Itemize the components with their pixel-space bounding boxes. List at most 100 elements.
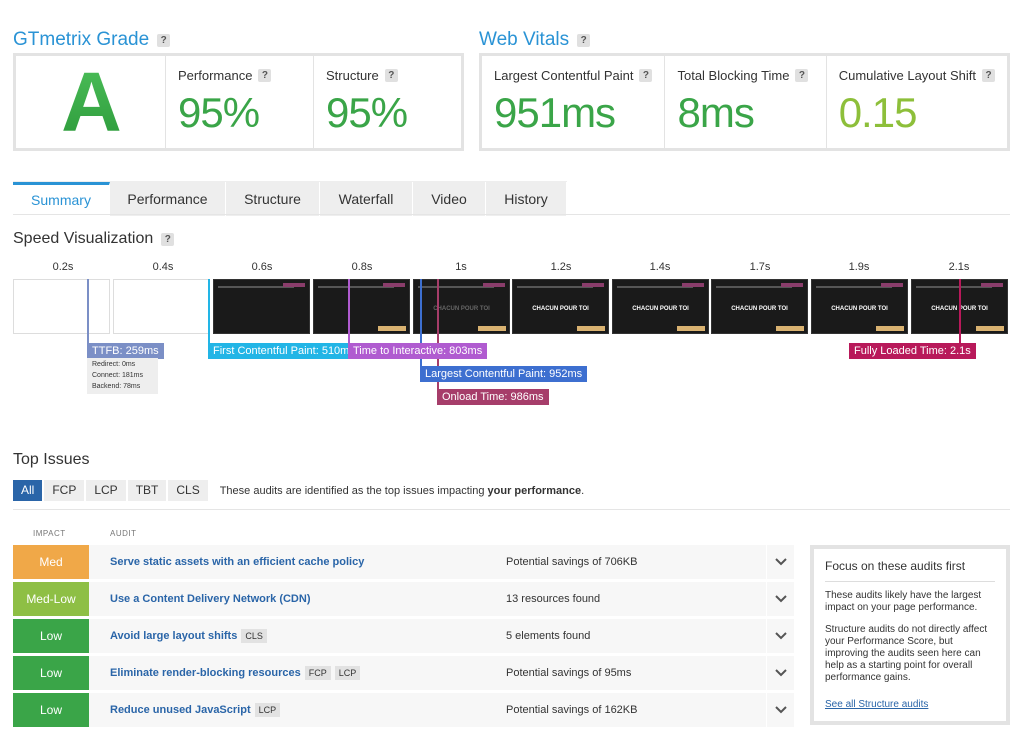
filmstrip-frame[interactable]: CHACUN POUR TOI <box>811 279 908 334</box>
filter-note-prefix: These audits are identified as the top i… <box>219 484 488 497</box>
frame-text: CHACUN POUR TOI <box>532 306 589 312</box>
tab-summary[interactable]: Summary <box>13 182 110 216</box>
help-icon[interactable]: ? <box>384 69 398 82</box>
ttfb-line <box>87 279 89 343</box>
issue-row[interactable]: Low Avoid large layout shifts CLS 5 element… <box>13 619 794 653</box>
frame-time: 0.8s <box>351 261 373 273</box>
expand-chevron-icon[interactable] <box>766 582 794 616</box>
see-all-structure-audits-link[interactable]: See all Structure audits <box>825 699 929 710</box>
filmstrip-frame[interactable] <box>113 279 210 334</box>
frame-time: 1.4s <box>649 261 671 273</box>
issue-row[interactable]: Low Reduce unused JavaScript LCP Potential … <box>13 693 794 727</box>
audit-title[interactable]: Avoid large layout shifts <box>110 630 238 642</box>
filter-tbt[interactable]: TBT <box>127 480 167 501</box>
expand-chevron-icon[interactable] <box>766 693 794 727</box>
metric-tag: LCP <box>334 666 361 680</box>
filmstrip-frame[interactable]: CHACUN POUR TOI <box>512 279 609 334</box>
impact-badge: Low <box>13 619 89 653</box>
filter-fcp[interactable]: FCP <box>44 480 85 501</box>
filter-all[interactable]: All <box>13 480 43 501</box>
filter-cls[interactable]: CLS <box>168 480 208 501</box>
audit-name[interactable]: Reduce unused JavaScript LCP <box>110 693 281 727</box>
metric-tag: LCP <box>254 703 281 717</box>
focus-panel: Focus on these audits first These audits… <box>810 545 1010 725</box>
frame-time: 0.6s <box>251 261 273 273</box>
metric-value: 0.15 <box>838 89 918 136</box>
metric-value: 95% <box>326 89 408 136</box>
gtmetrix-grade-title: GTmetrix Grade <box>13 29 150 50</box>
grade-box: A <box>16 56 166 148</box>
cls-metric: Cumulative Layout Shift? 0.15 <box>827 56 1007 148</box>
tbt-metric: Total Blocking Time? 8ms <box>665 56 827 148</box>
issue-row[interactable]: Med-Low Use a Content Delivery Network (C… <box>13 582 794 616</box>
frame-time: 0.2s <box>52 261 74 273</box>
impact-column-header: IMPACT <box>33 529 66 538</box>
tabs-divider <box>13 214 1010 215</box>
metric-tag: FCP <box>304 666 331 680</box>
filter-lcp[interactable]: LCP <box>86 480 126 501</box>
tab-waterfall[interactable]: Waterfall <box>320 182 413 216</box>
audit-result: 13 resources found <box>506 593 601 605</box>
audit-name[interactable]: Eliminate render-blocking resources FCP LC… <box>110 656 361 690</box>
audit-name[interactable]: Use a Content Delivery Network (CDN) <box>110 582 311 616</box>
impact-badge: Low <box>13 693 89 727</box>
structure-metric: Structure? 95% <box>314 56 461 148</box>
audit-title[interactable]: Reduce unused JavaScript <box>110 704 251 716</box>
issues-divider <box>13 509 1010 510</box>
metric-value: 95% <box>178 89 260 136</box>
fully-loaded-line <box>959 279 961 343</box>
filmstrip-frame[interactable] <box>213 279 310 334</box>
audit-result: 5 elements found <box>506 630 591 642</box>
frame-text: CHACUN POUR TOI <box>731 306 788 312</box>
help-icon[interactable]: ? <box>795 69 809 82</box>
gtmetrix-grade-heading: GTmetrix Grade ? <box>13 29 171 51</box>
audit-column-header: AUDIT <box>110 529 137 538</box>
lcp-line <box>420 279 422 367</box>
filmstrip-frame[interactable]: CHACUN POUR TOI <box>711 279 808 334</box>
filter-note: These audits are identified as the top i… <box>220 485 584 497</box>
tab-performance[interactable]: Performance <box>110 182 226 216</box>
help-icon[interactable]: ? <box>982 69 995 82</box>
filmstrip-frame[interactable] <box>313 279 410 334</box>
issue-row[interactable]: Med Serve static assets with an efficient… <box>13 545 794 579</box>
expand-chevron-icon[interactable] <box>766 545 794 579</box>
tab-structure[interactable]: Structure <box>226 182 320 216</box>
onload-line <box>437 279 439 389</box>
metric-tag: CLS <box>241 629 267 643</box>
audit-title[interactable]: Serve static assets with an efficient ca… <box>110 556 365 568</box>
issue-row[interactable]: Low Eliminate render-blocking resources FC… <box>13 656 794 690</box>
audit-title[interactable]: Use a Content Delivery Network (CDN) <box>110 593 311 605</box>
lcp-marker: Largest Contentful Paint: 952ms <box>420 366 588 382</box>
audit-name[interactable]: Serve static assets with an efficient ca… <box>110 545 364 579</box>
web-vitals-heading: Web Vitals ? <box>479 29 591 51</box>
frame-time: 2.1s <box>948 261 970 273</box>
fully-loaded-marker: Fully Loaded Time: 2.1s <box>849 343 976 359</box>
help-icon[interactable]: ? <box>161 232 175 246</box>
tab-history[interactable]: History <box>486 182 567 216</box>
filmstrip-frame[interactable]: CHACUN POUR TOI <box>413 279 510 334</box>
tti-line <box>348 279 350 343</box>
tti-marker: Time to Interactive: 803ms <box>348 343 488 359</box>
help-icon[interactable]: ? <box>639 69 653 82</box>
filmstrip-frame[interactable] <box>13 279 110 334</box>
focus-title: Focus on these audits first <box>825 559 995 582</box>
help-icon[interactable]: ? <box>577 33 591 47</box>
help-icon[interactable]: ? <box>258 69 272 82</box>
grade-letter: A <box>61 55 122 149</box>
audit-name[interactable]: Avoid large layout shifts CLS <box>110 619 267 653</box>
expand-chevron-icon[interactable] <box>766 619 794 653</box>
metric-value: 951ms <box>494 89 616 136</box>
audit-title[interactable]: Eliminate render-blocking resources <box>110 667 301 679</box>
audit-result: Potential savings of 95ms <box>506 667 632 679</box>
lcp-metric: Largest Contentful Paint? 951ms <box>482 56 666 148</box>
report-tabs: Summary Performance Structure Waterfall … <box>13 181 567 216</box>
expand-chevron-icon[interactable] <box>766 656 794 690</box>
audit-result: Potential savings of 162KB <box>506 704 638 716</box>
web-vitals-title: Web Vitals <box>479 29 570 50</box>
filmstrip-frame[interactable]: CHACUN POUR TOI <box>612 279 709 334</box>
ttfb-detail-line: Connect: 181ms <box>92 372 143 379</box>
help-icon[interactable]: ? <box>157 33 171 47</box>
issue-filters: All FCP LCP TBT CLS These audits are ide… <box>13 480 584 501</box>
tab-video[interactable]: Video <box>413 182 486 216</box>
speed-visualization-heading: Speed Visualization ? <box>13 230 175 248</box>
